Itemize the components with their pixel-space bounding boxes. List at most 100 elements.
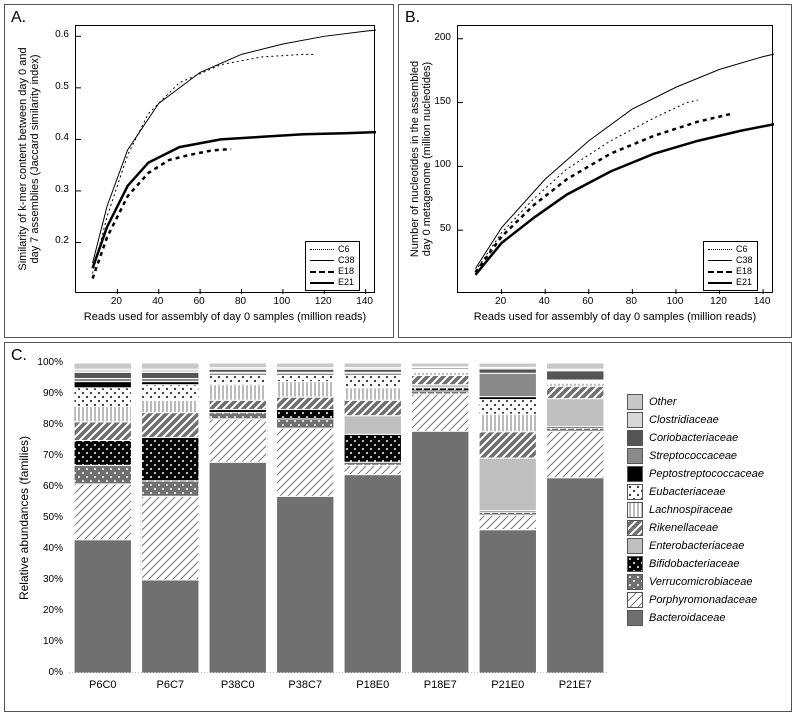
legend-taxon-label: Eubacteriaceae [649, 486, 725, 498]
panel-b: B. Number of nucleotides in the assemble… [398, 4, 792, 338]
x-tick-label: 40 [148, 296, 168, 307]
panel-a-legend: C6C38E18E21 [305, 241, 360, 291]
legend-swatch [627, 466, 643, 482]
legend-swatch [627, 394, 643, 410]
panel-c-barchart [69, 363, 609, 673]
legend-swatch [627, 610, 643, 626]
legend-label: C6 [338, 244, 350, 255]
bar-legend-entry: Coriobacteriaceae [627, 429, 764, 447]
legend-label: C38 [338, 255, 355, 266]
panel-a-xlabel: Reads used for assembly of day 0 samples… [75, 311, 375, 323]
legend-taxon-label: Streptococcaceae [649, 450, 737, 462]
bar-legend-entry: Rikenellaceae [627, 519, 764, 537]
y-pct-label: 0% [33, 667, 63, 678]
legend-label: E21 [338, 277, 354, 288]
figure-root: A. Similarity of k-mer content between d… [0, 0, 796, 717]
legend-swatch [627, 556, 643, 572]
legend-taxon-label: Lachnospiraceae [649, 504, 733, 516]
legend-taxon-label: Other [649, 396, 677, 408]
legend-entry: E21 [708, 277, 753, 288]
legend-taxon-label: Coriobacteriaceae [649, 432, 738, 444]
legend-swatch [627, 592, 643, 608]
legend-label: E18 [338, 266, 354, 277]
x-tick-label: 140 [752, 296, 772, 307]
legend-swatch [627, 520, 643, 536]
bar-category-label: P38C0 [204, 679, 272, 691]
legend-taxon-label: Enterobacteriaceae [649, 540, 744, 552]
legend-label: C38 [736, 255, 753, 266]
bar-legend-entry: Bifidobacteriaceae [627, 555, 764, 573]
bar-legend-entry: Verrucomicrobiaceae [627, 573, 764, 591]
legend-entry: E21 [310, 277, 355, 288]
x-tick-label: 100 [272, 296, 292, 307]
x-tick-label: 40 [534, 296, 554, 307]
y-pct-label: 40% [33, 543, 63, 554]
panel-a-ylabel: Similarity of k-mer content between day … [17, 25, 41, 293]
y-pct-label: 60% [33, 481, 63, 492]
panel-c-ylabel: Relative abundances (families) [17, 363, 31, 673]
y-tick-label: 200 [434, 32, 451, 43]
bar-legend-entry: Bacteroidaceae [627, 609, 764, 627]
legend-swatch [627, 538, 643, 554]
bar-category-label: P21E7 [542, 679, 610, 691]
legend-taxon-label: Bacteroidaceae [649, 612, 725, 624]
legend-taxon-label: Rikenellaceae [649, 522, 718, 534]
bar-legend-entry: Porphyromonadaceae [627, 591, 764, 609]
legend-entry: C38 [708, 255, 753, 266]
legend-label: E18 [736, 266, 752, 277]
bar-category-label: P18E0 [339, 679, 407, 691]
y-tick-label: 0.3 [55, 184, 69, 195]
legend-label: C6 [736, 244, 748, 255]
panel-c-svg [69, 363, 609, 673]
x-tick-label: 100 [665, 296, 685, 307]
bar-legend-entry: Eubacteriaceae [627, 483, 764, 501]
bar-legend-entry: Clostridiaceae [627, 411, 764, 429]
y-pct-label: 100% [33, 357, 63, 368]
x-tick-label: 80 [231, 296, 251, 307]
panel-b-legend: C6C38E18E21 [703, 241, 758, 291]
y-pct-label: 80% [33, 419, 63, 430]
y-tick-label: 0.4 [55, 132, 69, 143]
y-pct-label: 30% [33, 574, 63, 585]
y-tick-label: 0.5 [55, 81, 69, 92]
legend-taxon-label: Bifidobacteriaceae [649, 558, 740, 570]
legend-swatch [627, 448, 643, 464]
panel-c-legend: Other Clostridiaceae Coriobacteriaceae Stre… [627, 393, 764, 627]
bar-legend-entry: Peptostreptococcaceae [627, 465, 764, 483]
legend-entry: C6 [310, 244, 355, 255]
legend-swatch [627, 502, 643, 518]
panel-a: A. Similarity of k-mer content between d… [4, 4, 394, 338]
legend-entry: C6 [708, 244, 753, 255]
legend-taxon-label: Clostridiaceae [649, 414, 719, 426]
legend-label: E21 [736, 277, 752, 288]
legend-entry: E18 [708, 266, 753, 277]
y-pct-label: 10% [33, 636, 63, 647]
bar-legend-entry: Lachnospiraceae [627, 501, 764, 519]
y-tick-label: 100 [434, 159, 451, 170]
x-tick-label: 60 [189, 296, 209, 307]
panel-b-xlabel: Reads used for assembly of day 0 samples… [457, 311, 773, 323]
panel-b-ylabel: Number of nucleotides in the assembledda… [409, 25, 433, 293]
x-tick-label: 20 [491, 296, 511, 307]
y-tick-label: 150 [434, 96, 451, 107]
y-pct-label: 90% [33, 388, 63, 399]
bar-legend-entry: Enterobacteriaceae [627, 537, 764, 555]
legend-entry: E18 [310, 266, 355, 277]
bar-category-label: P21E0 [474, 679, 542, 691]
legend-taxon-label: Peptostreptococcaceae [649, 468, 764, 480]
y-pct-label: 20% [33, 605, 63, 616]
bar-legend-entry: Other [627, 393, 764, 411]
x-tick-label: 20 [106, 296, 126, 307]
y-tick-label: 50 [440, 223, 451, 234]
legend-taxon-label: Verrucomicrobiaceae [649, 576, 753, 588]
legend-entry: C38 [310, 255, 355, 266]
legend-swatch [627, 412, 643, 428]
legend-swatch [627, 484, 643, 500]
legend-swatch [627, 574, 643, 590]
legend-swatch [627, 430, 643, 446]
bar-category-label: P18E7 [407, 679, 475, 691]
y-pct-label: 50% [33, 512, 63, 523]
x-tick-label: 140 [355, 296, 375, 307]
legend-taxon-label: Porphyromonadaceae [649, 594, 757, 606]
x-tick-label: 60 [578, 296, 598, 307]
